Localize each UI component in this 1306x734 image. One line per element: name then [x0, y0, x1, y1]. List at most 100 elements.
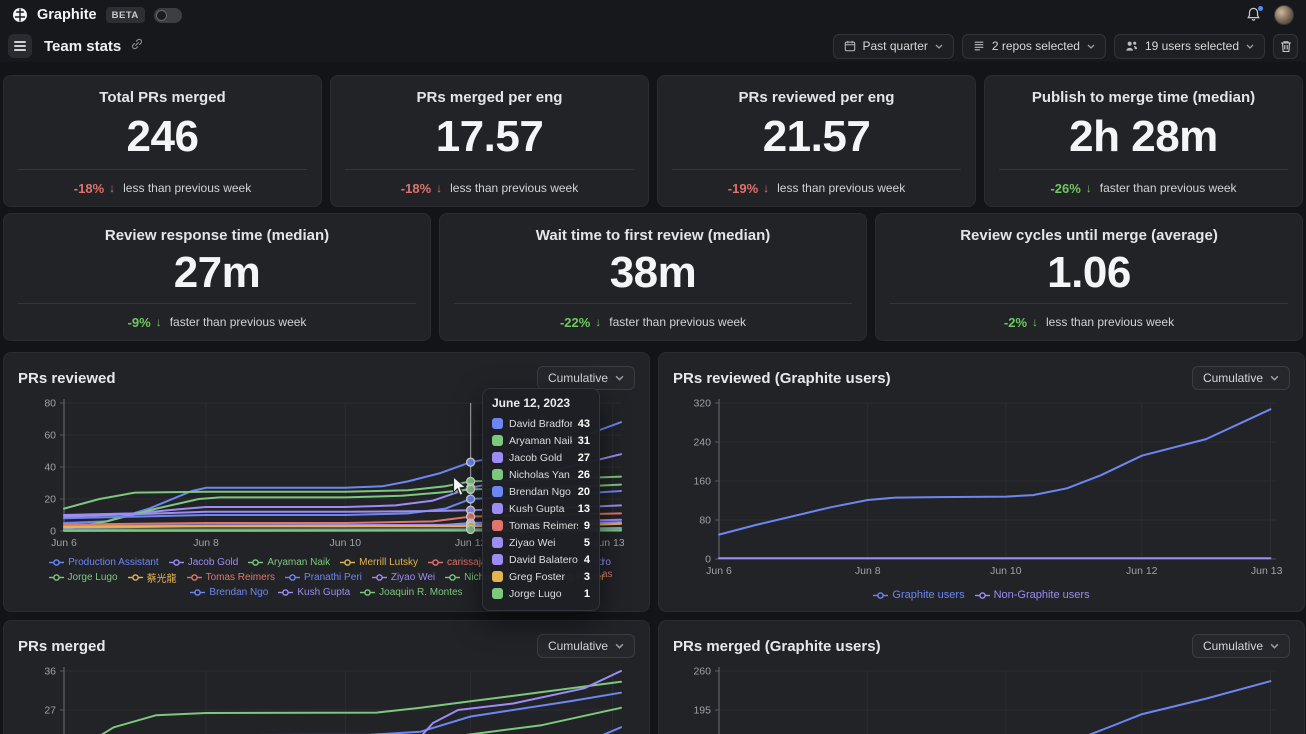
beta-toggle[interactable]	[153, 7, 182, 23]
legend-item[interactable]: Kush Gupta	[278, 587, 350, 598]
svg-text:160: 160	[693, 476, 711, 488]
series-color-chip	[492, 435, 503, 446]
graphite-logo-icon	[13, 8, 27, 22]
legend-item[interactable]: Aryaman Naik	[248, 557, 330, 568]
stat-title: Review cycles until merge (average)	[960, 227, 1218, 244]
legend-item[interactable]: 蔡光龍	[127, 570, 177, 585]
brand-name: Graphite	[37, 7, 97, 23]
stat-change-note: less than previous week	[450, 181, 579, 195]
stat-title: PRs merged per eng	[416, 89, 563, 106]
stat-change-note: less than previous week	[1046, 315, 1175, 329]
stat-footer: -18% ↓ less than previous week	[345, 169, 634, 206]
tooltip-row: Greg Foster 3	[492, 568, 590, 585]
legend-item[interactable]: Production Assistant	[49, 557, 159, 568]
chart-title: PRs merged	[18, 637, 106, 655]
svg-text:Jun 6: Jun 6	[706, 565, 732, 577]
stat-change: -18%	[400, 180, 432, 196]
series-color-chip	[492, 452, 503, 463]
chart-tooltip: June 12, 2023 David Bradford43Aryaman Na…	[482, 388, 600, 611]
legend-label: Joaquin R. Montes	[379, 587, 463, 598]
series-marker-icon	[340, 559, 356, 566]
stat-change: -19%	[727, 180, 759, 196]
stat-title: Total PRs merged	[99, 89, 226, 106]
stat-change: -2%	[1003, 314, 1028, 330]
series-color-chip	[492, 503, 503, 514]
cumulative-dropdown[interactable]: Cumulative	[536, 366, 635, 390]
tooltip-date: June 12, 2023	[492, 396, 571, 410]
svg-text:Jun 10: Jun 10	[990, 565, 1022, 577]
svg-text:27: 27	[44, 705, 56, 717]
legend-label: Graphite users	[892, 589, 965, 601]
page-title: Team stats	[44, 37, 122, 55]
stat-change-note: faster than previous week	[169, 315, 307, 329]
svg-text:Jun 13: Jun 13	[593, 537, 625, 549]
stat-footer: -9% ↓ faster than previous week	[18, 303, 416, 340]
chart-title: PRs reviewed	[18, 369, 116, 387]
legend-item[interactable]: Graphite users	[873, 589, 965, 601]
tooltip-series-value: 43	[577, 417, 590, 430]
chart-card-prs-merged-graphite: PRs merged (Graphite users) Cumulative 0…	[658, 620, 1305, 734]
notifications-button[interactable]	[1246, 6, 1263, 23]
repos-label: 2 repos selected	[991, 39, 1080, 53]
filter-bar: Past quarter 2 repos selected 19 users s…	[832, 33, 1298, 59]
stat-change-note: less than previous week	[777, 181, 906, 195]
stat-card: PRs reviewed per eng 21.57 -19% ↓ less t…	[657, 75, 976, 207]
series-marker-icon	[168, 559, 184, 566]
users-dropdown[interactable]: 19 users selected	[1113, 33, 1265, 59]
series-color-chip	[492, 554, 503, 565]
arrow-down-icon: ↓	[436, 181, 443, 195]
stat-change: -26%	[1050, 180, 1081, 196]
link-icon[interactable]	[130, 37, 144, 56]
tooltip-series-value: 13	[577, 502, 590, 515]
legend-item[interactable]: Non-Graphite users	[974, 589, 1090, 601]
repos-dropdown[interactable]: 2 repos selected	[961, 33, 1106, 59]
prs-reviewed-graphite-chart[interactable]: 0 80 160 240 320 Jun 6 Jun 8 Jun 10 Jun 12 Jun 13	[673, 395, 1290, 581]
date-range-dropdown[interactable]: Past quarter	[832, 33, 954, 59]
tooltip-series-name: Greg Foster	[509, 570, 566, 583]
legend-label: Non-Graphite users	[993, 589, 1090, 601]
stat-change-note: faster than previous week	[609, 315, 747, 329]
series-marker-icon	[445, 574, 461, 581]
legend-row: Graphite users Non-Graphite users	[673, 589, 1290, 601]
chevron-down-icon	[1270, 643, 1279, 649]
notification-dot	[1258, 6, 1263, 11]
tooltip-series-name: Brendan Ngo	[509, 485, 571, 498]
delete-button[interactable]	[1273, 33, 1298, 59]
legend-item[interactable]: carissajansen	[428, 557, 508, 568]
legend-item[interactable]: Ziyao Wei	[371, 572, 435, 583]
chevron-down-icon	[615, 643, 624, 649]
legend-item[interactable]: Tomas Reimers	[186, 572, 275, 583]
svg-text:240: 240	[693, 437, 711, 449]
tooltip-series-name: Jacob Gold	[509, 451, 563, 464]
charts-row-top: PRs reviewed Cumulative 0 20 40 60 80 Jun 6 Ju…	[3, 352, 1305, 612]
series-marker-icon	[248, 559, 264, 566]
cumulative-label: Cumulative	[1202, 639, 1263, 653]
cumulative-dropdown[interactable]: Cumulative	[536, 634, 635, 658]
legend-item[interactable]: Brendan Ngo	[190, 587, 268, 598]
legend-item[interactable]: Jorge Lugo	[48, 572, 118, 583]
legend-label: Kush Gupta	[297, 587, 351, 598]
tooltip-row: Jorge Lugo 1	[492, 585, 590, 602]
stat-card: Publish to merge time (median) 2h 28m -2…	[984, 75, 1303, 207]
chevron-down-icon	[615, 375, 624, 381]
legend-item[interactable]: Merrill Lutsky	[340, 557, 418, 568]
menu-button[interactable]	[8, 34, 32, 58]
avatar[interactable]	[1274, 5, 1294, 25]
legend-item[interactable]: Pranathi Peri	[285, 572, 362, 583]
tooltip-row: Brendan Ngo 20	[492, 483, 590, 500]
legend-item[interactable]: Joaquin R. Montes	[360, 587, 463, 598]
stat-row-1: Total PRs merged 246 -18% ↓ less than pr…	[3, 75, 1303, 207]
series-marker-icon	[285, 574, 301, 581]
cumulative-dropdown[interactable]: Cumulative	[1191, 366, 1290, 390]
stat-card: Review cycles until merge (average) 1.06…	[875, 213, 1303, 341]
svg-text:Jun 8: Jun 8	[193, 537, 219, 549]
series-color-chip	[492, 588, 503, 599]
chart-card-prs-reviewed-graphite: PRs reviewed (Graphite users) Cumulative…	[658, 352, 1305, 612]
cumulative-dropdown[interactable]: Cumulative	[1191, 634, 1290, 658]
legend-item[interactable]: Jacob Gold	[168, 557, 238, 568]
svg-text:Jun 6: Jun 6	[51, 537, 77, 549]
